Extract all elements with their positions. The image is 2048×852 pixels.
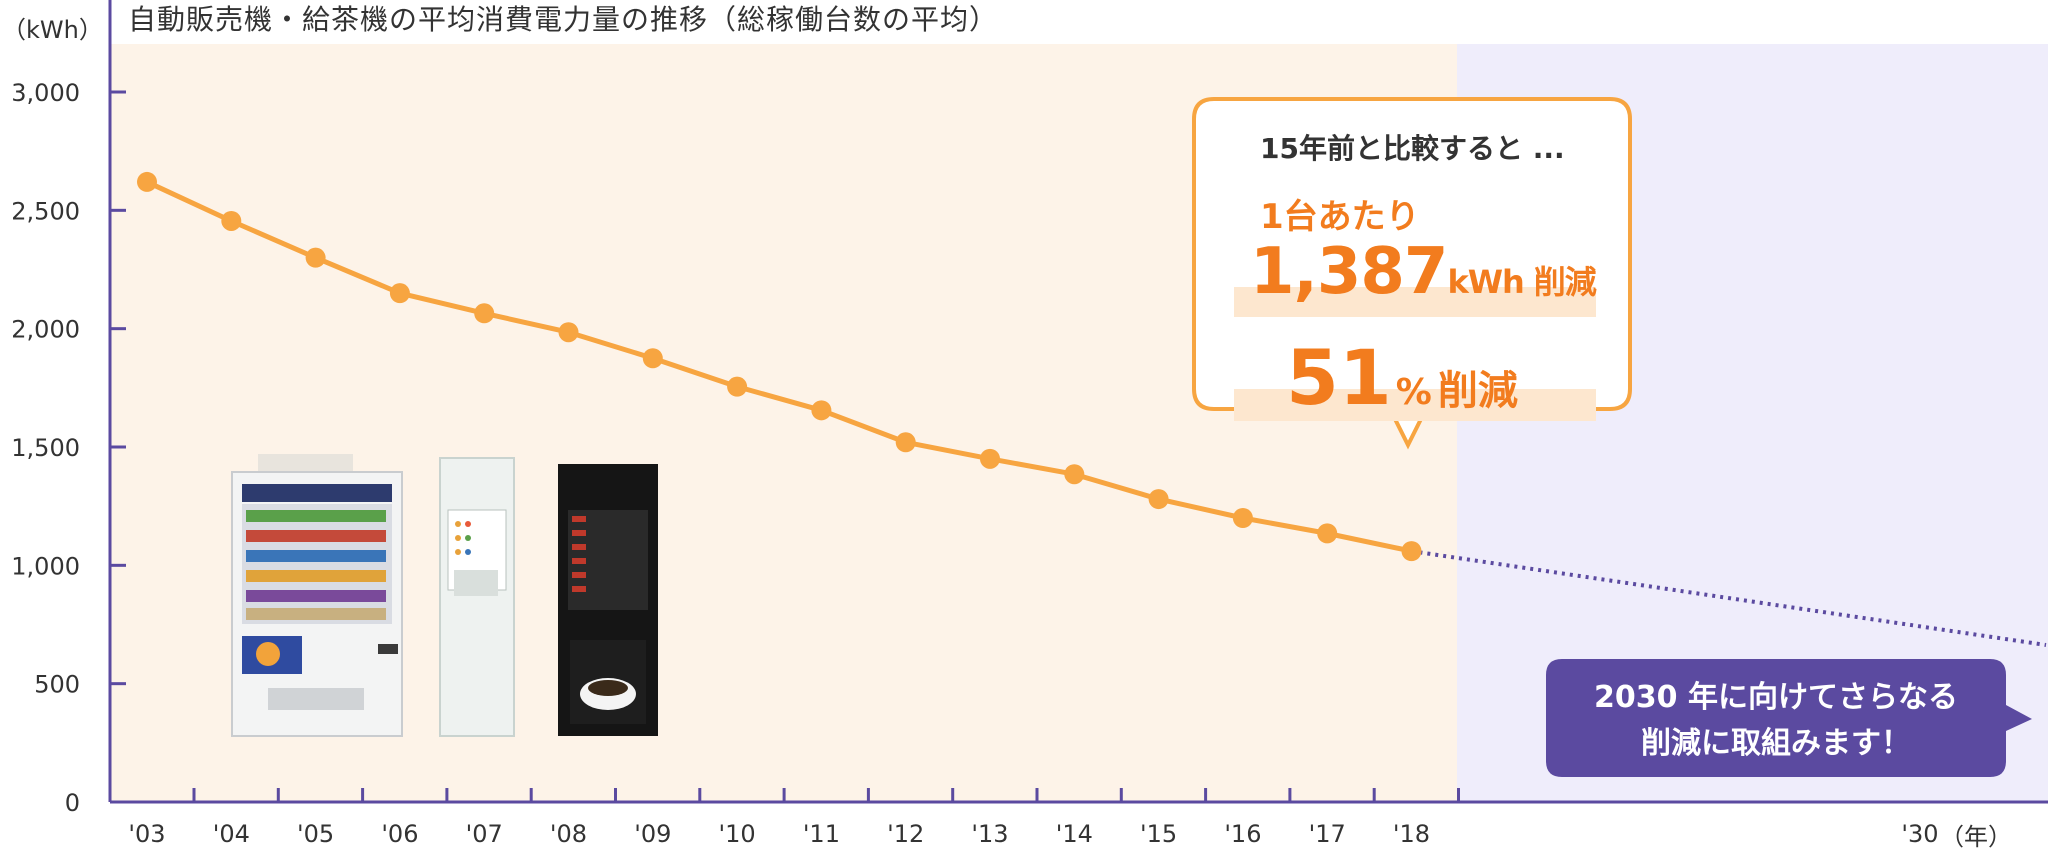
- data-point: [1148, 489, 1169, 510]
- percent-unit: %: [1395, 372, 1432, 413]
- goal-text: 2030 年に向けてさらなる 削減に取組みます！: [1546, 675, 2006, 767]
- reduction-callout: 15年前と比較すると ... 1台あたり 1,387kWh 削減 51% 削減: [1192, 97, 1634, 457]
- y-tick-label: 1,000: [11, 552, 80, 580]
- reduction-percent: 51% 削減: [1286, 333, 1518, 422]
- y-tick-label: 500: [34, 671, 80, 699]
- projection-dotted-line: [1411, 549, 2047, 647]
- y-axis-unit-label: （kWh）: [2, 16, 103, 44]
- data-point: [305, 247, 326, 268]
- y-tick-label: 0: [65, 789, 80, 817]
- series-line: [145, 179, 2047, 647]
- data-point: [1317, 523, 1338, 544]
- vending-machine-image: [231, 454, 403, 737]
- reduction-unit: kWh: [1447, 263, 1524, 301]
- percent-value: 51: [1286, 333, 1392, 422]
- chart-axes: [108, 0, 2048, 804]
- x-tick-label: '05: [297, 820, 334, 848]
- highlight-bar-2: [1234, 389, 1596, 421]
- data-point: [727, 376, 748, 397]
- x-tick-label: '18: [1393, 820, 1430, 848]
- x-tick-label: '10: [719, 820, 756, 848]
- reduction-kwh: 1,387kWh 削減: [1250, 235, 1597, 309]
- data-point: [558, 322, 579, 343]
- data-point: [1401, 541, 1422, 562]
- goal-line-2: 削減に取組みます！: [1641, 726, 1911, 761]
- x-tick-label: '14: [1056, 820, 1093, 848]
- data-point: [389, 283, 410, 304]
- x-tick-label: '08: [550, 820, 587, 848]
- series-points: [137, 171, 1422, 562]
- x-tick-labels: '03 '04 '05 '06 '07 '08 '09 '10 '11 '12 '13 '14 '15 '…: [128, 820, 1938, 848]
- y-tick-label: 1,500: [11, 434, 80, 462]
- data-point: [1064, 464, 1085, 485]
- data-point: [1232, 508, 1253, 528]
- goal-line-1: 2030 年に向けてさらなる: [1594, 680, 1958, 715]
- x-tick-label: '06: [381, 820, 418, 848]
- goal-box: 2030 年に向けてさらなる 削減に取組みます！: [1546, 657, 2034, 780]
- data-point: [474, 303, 495, 324]
- callout-frame: [1192, 97, 1632, 450]
- x-tick-label: '15: [1140, 820, 1177, 848]
- y-tick-label: 2,000: [11, 316, 80, 344]
- x-tick-label: '04: [213, 820, 250, 848]
- coffee-machine-image: [558, 464, 658, 736]
- callout-lead-text: 15年前と比較すると ...: [1260, 132, 1565, 165]
- x-tick-label-30: '30: [1901, 820, 1938, 848]
- callout-per-unit-text: 1台あたり: [1260, 197, 1420, 237]
- highlight-bar-1: [1234, 287, 1596, 317]
- reduction-suffix: 削減: [1533, 263, 1597, 301]
- tea-dispenser-image: [439, 457, 515, 737]
- x-tick-label: '17: [1309, 820, 1346, 848]
- data-point: [811, 400, 832, 421]
- goal-box-shape: [1546, 659, 2032, 777]
- x-tick-label: '13: [971, 820, 1008, 848]
- data-point: [221, 210, 242, 231]
- x-axis-unit-label: （年）: [1940, 823, 2012, 851]
- machine-illustrations: [231, 454, 658, 737]
- chart-title: 自動販売機・給茶機の平均消費電力量の推移（総稼働台数の平均）: [128, 3, 999, 36]
- series-polyline: [145, 179, 1413, 554]
- data-point: [137, 171, 157, 192]
- percent-suffix: 削減: [1437, 368, 1518, 414]
- y-tick-label: 3,000: [11, 79, 80, 107]
- x-tick-label: '12: [887, 820, 924, 848]
- data-point: [895, 432, 916, 453]
- x-tick-label: '03: [128, 820, 165, 848]
- y-tick-labels: 0 500 1,000 1,500 2,000 2,500 3,000: [11, 79, 80, 817]
- x-tick-label: '07: [466, 820, 503, 848]
- x-tick-label: '11: [803, 820, 840, 848]
- data-point: [980, 448, 1000, 469]
- x-tick-label: '16: [1224, 820, 1261, 848]
- y-tick-label: 2,500: [11, 197, 80, 225]
- data-point: [642, 348, 663, 369]
- x-tick-label: '09: [634, 820, 671, 848]
- reduction-value: 1,387: [1250, 235, 1448, 309]
